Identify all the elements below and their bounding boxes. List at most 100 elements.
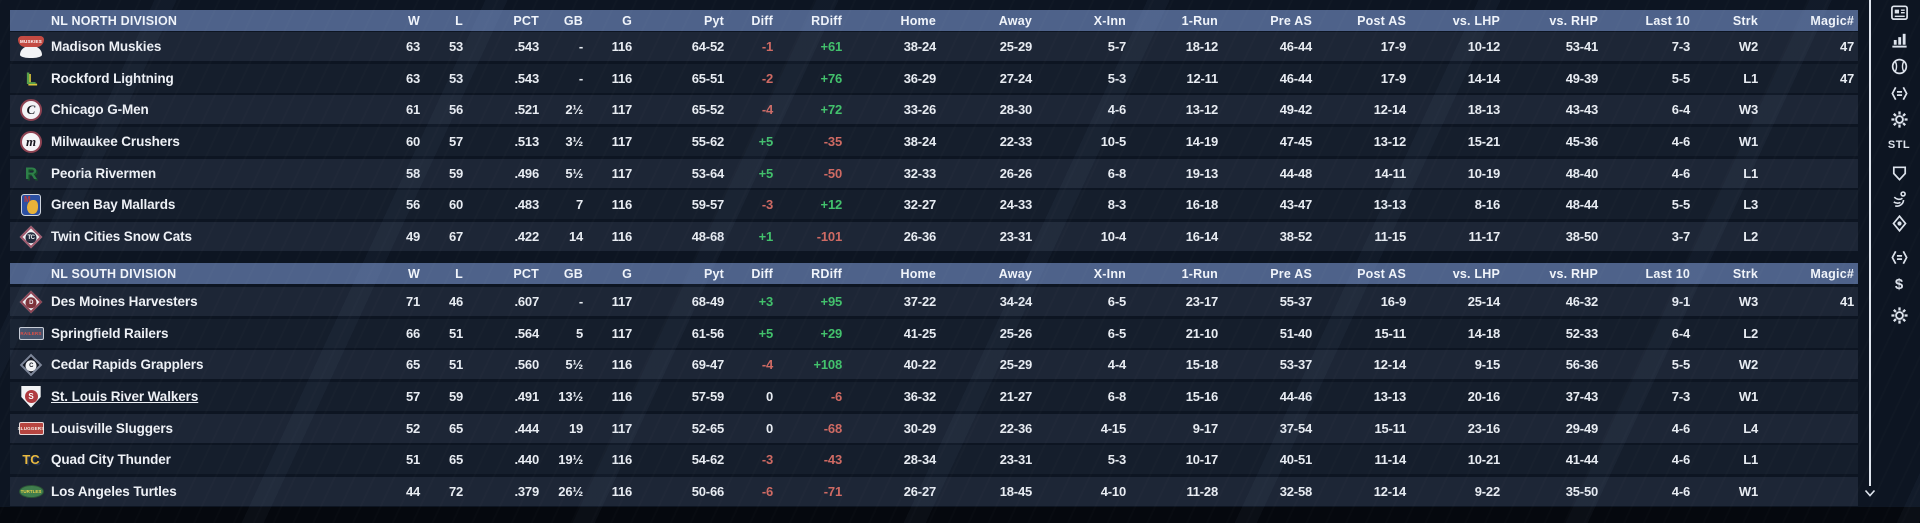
column-header-w[interactable]: W [408, 266, 420, 281]
stat-1-run: 9-17 [1192, 420, 1218, 436]
column-header-magic[interactable]: Magic# [1810, 13, 1854, 28]
column-header-gb[interactable]: GB [563, 266, 583, 281]
team-row[interactable]: MUSKIES Madison Muskies 63 53 .543 - 116 64-52 -… [10, 32, 1858, 61]
team-name[interactable]: Twin Cities Snow Cats [51, 229, 192, 245]
column-header-l[interactable]: L [455, 266, 463, 281]
column-header-l[interactable]: L [455, 13, 463, 28]
column-header-strk[interactable]: Strk [1732, 266, 1758, 281]
team-row[interactable]: C Chicago G-Men 61 56 .521 2½ 117 65-52 -4 +72 33-… [10, 95, 1858, 125]
stat-last-10: 7-3 [1671, 389, 1690, 405]
column-header-pct[interactable]: PCT [513, 266, 539, 281]
stat-away: 24-33 [999, 197, 1032, 213]
celebration-icon[interactable] [1880, 190, 1918, 209]
column-header-vs-lhp[interactable]: vs. LHP [1452, 266, 1500, 281]
stat-away: 22-33 [999, 134, 1032, 150]
team-row[interactable]: C Cedar Rapids Grapplers 65 51 .560 5½ 116 69-4… [10, 350, 1858, 380]
team-name[interactable]: Peoria Rivermen [51, 165, 157, 181]
compare-icon[interactable] [1880, 84, 1918, 103]
column-header-g[interactable]: G [622, 13, 632, 28]
team-row[interactable]: RAILERS Springfield Railers 66 51 .564 5 117 61… [10, 318, 1858, 348]
compare-icon[interactable] [1880, 248, 1918, 267]
finance-icon[interactable]: $ [1894, 276, 1904, 293]
stat-diff: -3 [761, 197, 773, 213]
column-header-post-as[interactable]: Post AS [1357, 266, 1406, 281]
team-code-label[interactable]: STL [1887, 139, 1911, 151]
column-header-1-run[interactable]: 1-Run [1181, 13, 1218, 28]
stat-rdiff: +108 [813, 357, 843, 373]
column-header-x-inn[interactable]: X-Inn [1093, 266, 1126, 281]
stat-strk: L1 [1743, 452, 1758, 468]
column-header-pyt[interactable]: Pyt [703, 13, 724, 28]
team-name[interactable]: Green Bay Mallards [51, 197, 176, 213]
team-name[interactable]: St. Louis River Walkers [51, 389, 199, 405]
column-header-w[interactable]: W [408, 13, 420, 28]
team-row[interactable]: TC Quad City Thunder 51 65 .440 19½ 116 54-62 -3… [10, 445, 1858, 475]
stat-pyt: 64-52 [691, 39, 724, 54]
team-name[interactable]: Des Moines Harvesters [51, 294, 198, 309]
column-header-x-inn[interactable]: X-Inn [1093, 13, 1126, 28]
team-row[interactable]: S St. Louis River Walkers 57 59 .491 13½ 116 57… [10, 382, 1858, 412]
column-header-last-10[interactable]: Last 10 [1645, 266, 1690, 281]
team-name[interactable]: Madison Muskies [51, 39, 162, 54]
scroll-down-arrow[interactable] [1863, 487, 1877, 499]
team-row[interactable]: D Des Moines Harvesters 71 46 .607 - 117 68-49 +… [10, 287, 1858, 316]
column-header-g[interactable]: G [622, 266, 632, 281]
team-name[interactable]: Milwaukee Crushers [51, 134, 180, 150]
stat-pct: .491 [514, 389, 539, 405]
stat-pyt: 69-47 [691, 357, 724, 373]
stat-last-10: 5-5 [1671, 70, 1690, 86]
team-name[interactable]: Springfield Railers [51, 325, 169, 341]
column-header-rdiff[interactable]: RDiff [811, 13, 842, 28]
team-name[interactable]: Chicago G-Men [51, 102, 149, 118]
team-row[interactable]: L Rockford Lightning 63 53 .543 - 116 65-51 -2 +7… [10, 63, 1858, 93]
column-header-post-as[interactable]: Post AS [1357, 13, 1406, 28]
column-header-vs-lhp[interactable]: vs. LHP [1452, 13, 1500, 28]
news-icon[interactable] [1880, 3, 1918, 22]
column-header-diff[interactable]: Diff [751, 13, 773, 28]
team-row[interactable]: TURTLES Los Angeles Turtles 44 72 .379 26½ 116… [10, 477, 1858, 507]
column-header-home[interactable]: Home [900, 266, 936, 281]
column-header-rdiff[interactable]: RDiff [811, 266, 842, 281]
column-header-1-run[interactable]: 1-Run [1181, 266, 1218, 281]
settings-icon[interactable] [1880, 110, 1918, 129]
stat-post-as: 14-11 [1374, 165, 1406, 181]
stat-l: 65 [448, 452, 463, 468]
column-header-pct[interactable]: PCT [513, 13, 539, 28]
stat-vs-rhp: 37-43 [1565, 389, 1598, 405]
team-name[interactable]: Quad City Thunder [51, 452, 171, 468]
column-header-pyt[interactable]: Pyt [703, 266, 724, 281]
column-header-away[interactable]: Away [998, 266, 1032, 281]
baseball-icon[interactable] [1880, 57, 1918, 76]
team-name[interactable]: Rockford Lightning [51, 70, 174, 86]
team-cell: MUSKIES Madison Muskies [10, 34, 380, 59]
team-name[interactable]: Louisville Sluggers [51, 420, 173, 436]
column-header-magic[interactable]: Magic# [1810, 266, 1854, 281]
column-header-pre-as[interactable]: Pre AS [1270, 266, 1312, 281]
team-row[interactable]: TC Twin Cities Snow Cats 49 67 .422 14 116 48-6… [10, 222, 1858, 252]
team-row[interactable]: R Peoria Rivermen 58 59 .496 5½ 117 53-64 +5 -50 3… [10, 158, 1858, 188]
column-header-vs-rhp[interactable]: vs. RHP [1549, 13, 1598, 28]
stat-away: 18-45 [999, 484, 1032, 500]
column-header-last-10[interactable]: Last 10 [1645, 13, 1690, 28]
team-row[interactable]: m Milwaukee Crushers 60 57 .513 3½ 117 55-62 +5 -… [10, 127, 1858, 157]
stat-pre-as: 44-48 [1279, 165, 1312, 181]
column-header-vs-rhp[interactable]: vs. RHP [1549, 266, 1598, 281]
column-header-strk[interactable]: Strk [1732, 13, 1758, 28]
team-row[interactable]: SLUGGERS Louisville Sluggers 52 65 .444 19 117… [10, 413, 1858, 443]
division-header-south: NL SOUTH DIVISION W L PCT GB G Pyt Diff RDiff Ho… [10, 263, 1858, 284]
stat-home: 32-33 [903, 165, 936, 181]
team-name[interactable]: Cedar Rapids Grapplers [51, 357, 204, 373]
scrollbar[interactable] [1869, 0, 1871, 486]
location-icon[interactable] [1880, 214, 1918, 233]
column-header-home[interactable]: Home [900, 13, 936, 28]
team-row[interactable]: M Green Bay Mallards 56 60 .483 7 116 59-57 -3 +1… [10, 190, 1858, 220]
stats-icon[interactable] [1880, 30, 1918, 49]
column-header-pre-as[interactable]: Pre AS [1270, 13, 1312, 28]
stat-strk: W2 [1738, 357, 1758, 373]
column-header-away[interactable]: Away [998, 13, 1032, 28]
settings-icon[interactable] [1880, 306, 1918, 325]
ballpark-icon[interactable] [1880, 164, 1918, 183]
column-header-diff[interactable]: Diff [751, 266, 773, 281]
team-name[interactable]: Los Angeles Turtles [51, 484, 177, 500]
column-header-gb[interactable]: GB [563, 13, 583, 28]
